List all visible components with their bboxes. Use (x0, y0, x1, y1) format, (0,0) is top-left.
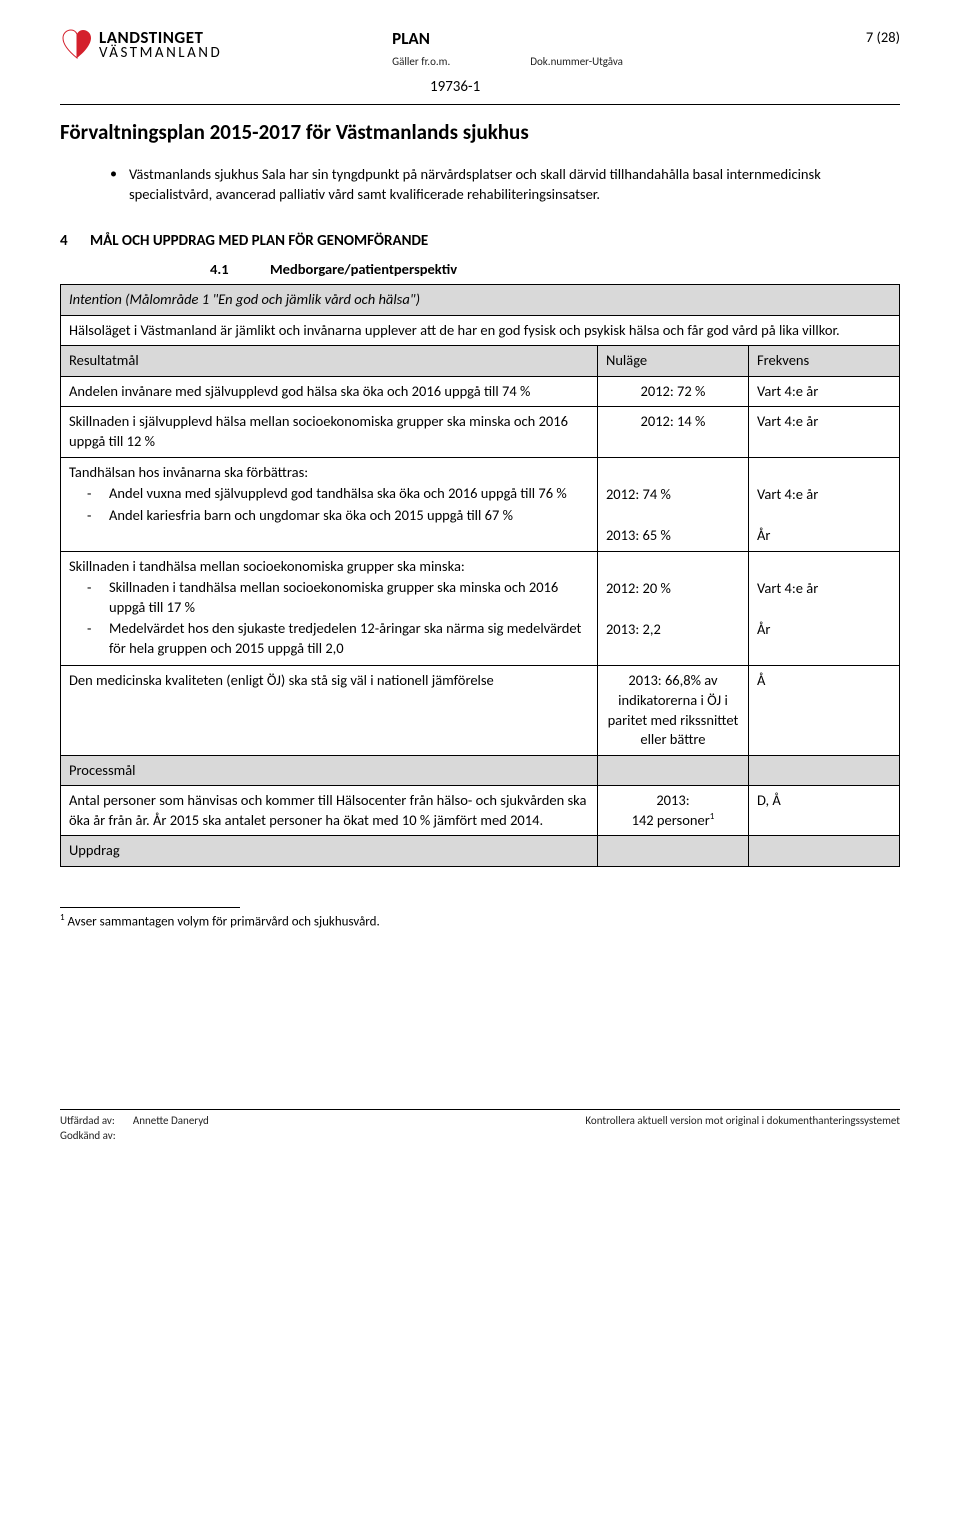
intro-bullet-text: Västmanlands sjukhus Sala har sin tyngdp… (129, 165, 900, 204)
skill-head: Skillnaden i tandhälsa mellan socioekono… (69, 557, 465, 575)
cell-text: Skillnaden i självupplevd hälsa mellan s… (61, 407, 598, 457)
cell-text: Tandhälsan hos invånarna ska förbättras:… (61, 457, 598, 551)
section-heading: 4MÅL OCH UPPDRAG MED PLAN FÖR GENOMFÖRAN… (60, 232, 900, 250)
page-footer: Utfärdad av: Annette Daneryd Godkänd av:… (60, 1114, 900, 1142)
table-row: Skillnaden i tandhälsa mellan socioekono… (61, 551, 900, 666)
footer-right: Kontrollera aktuell version mot original… (585, 1114, 900, 1142)
cell-frekvens: Å (748, 666, 899, 755)
cell-text: Antal personer som hänvisas och kommer t… (61, 786, 598, 836)
skill-item-2: Medelvärdet hos den sjukaste tredjedelen… (109, 619, 589, 658)
skill-item-1: Skillnaden i tandhälsa mellan socioekono… (109, 578, 589, 617)
goals-table: Intention (Målområde 1 "En god och jämli… (60, 284, 900, 867)
subsection-label: Medborgare/patientperspektiv (270, 260, 457, 278)
footnote-rule (60, 907, 240, 908)
uppdrag-label: Uppdrag (61, 836, 598, 867)
cell-nulage: 2013: 142 personer1 (597, 786, 748, 836)
intention-text: Hälsoläget i Västmanland är jämlikt och … (61, 315, 900, 346)
page-header: LANDSTINGET VÄSTMANLAND PLAN Gäller fr.o… (60, 28, 900, 68)
cell-nulage: 2012: 72 % (597, 376, 748, 407)
cell-frekvens: Vart 4:e år År (748, 457, 899, 551)
page-title: Förvaltningsplan 2015-2017 för Västmanla… (60, 119, 900, 145)
cell-nulage: 2012: 20 % 2013: 2,2 (597, 551, 748, 666)
author: Annette Daneryd (133, 1114, 209, 1127)
plan-label: PLAN (392, 28, 623, 49)
col-nulage: Nuläge (597, 346, 748, 377)
heart-icon (60, 28, 94, 62)
header-center: PLAN Gäller fr.o.m. Dok.nummer-Utgåva (392, 28, 623, 68)
footnote: 1 Avser sammantagen volym för primärvård… (60, 912, 900, 929)
godkand-label: Godkänd av: (60, 1129, 116, 1142)
subsection-num: 4.1 (210, 260, 270, 278)
cell-frekvens: Vart 4:e år (748, 376, 899, 407)
cell-text: Den medicinska kvaliteten (enligt ÖJ) sk… (61, 666, 598, 755)
table-row: Andelen invånare med självupplevd god hä… (61, 376, 900, 407)
tand-head: Tandhälsan hos invånarna ska förbättras: (69, 463, 308, 481)
tand-item-2: Andel kariesfria barn och ungdomar ska ö… (109, 506, 513, 526)
section-num: 4 (60, 232, 90, 250)
document-number: 19736-1 (430, 78, 900, 96)
footer-rule (60, 1109, 900, 1110)
intro-bullet: • Västmanlands sjukhus Sala har sin tyng… (110, 165, 900, 204)
bullet-dot-icon: • (110, 165, 117, 204)
intention-label: Intention (Målområde 1 "En god och jämli… (61, 285, 900, 316)
table-row: Tandhälsan hos invånarna ska förbättras:… (61, 457, 900, 551)
subsection-heading: 4.1Medborgare/patientperspektiv (210, 260, 900, 278)
cell-nulage: 2013: 66,8% av indikatorerna i ÖJ i pari… (597, 666, 748, 755)
cell-nulage: 2012: 14 % (597, 407, 748, 457)
section-label: MÅL OCH UPPDRAG MED PLAN FÖR GENOMFÖRAND… (90, 232, 428, 250)
table-row: Antal personer som hänvisas och kommer t… (61, 786, 900, 836)
cell-text: Andelen invånare med självupplevd god hä… (61, 376, 598, 407)
table-row: Den medicinska kvaliteten (enligt ÖJ) sk… (61, 666, 900, 755)
table-row: Skillnaden i självupplevd hälsa mellan s… (61, 407, 900, 457)
col-frekvens: Frekvens (748, 346, 899, 377)
page-number: 7 (28) (866, 28, 900, 46)
cell-nulage: 2012: 74 % 2013: 65 % (597, 457, 748, 551)
processmal-label: Processmål (61, 755, 598, 786)
cell-frekvens: Vart 4:e år År (748, 551, 899, 666)
logo-text-2: VÄSTMANLAND (99, 46, 222, 61)
cell-text: Skillnaden i tandhälsa mellan socioekono… (61, 551, 598, 666)
galler-label: Gäller fr.o.m. (392, 55, 450, 68)
doknum-label: Dok.nummer-Utgåva (530, 55, 623, 68)
cell-frekvens: Vart 4:e år (748, 407, 899, 457)
utfardad-label: Utfärdad av: (60, 1114, 115, 1127)
tand-item-1: Andel vuxna med självupplevd god tandhäl… (109, 484, 567, 504)
org-logo: LANDSTINGET VÄSTMANLAND (60, 28, 222, 62)
header-rule (60, 104, 900, 105)
cell-frekvens: D, Å (748, 786, 899, 836)
col-resultatmal: Resultatmål (61, 346, 598, 377)
